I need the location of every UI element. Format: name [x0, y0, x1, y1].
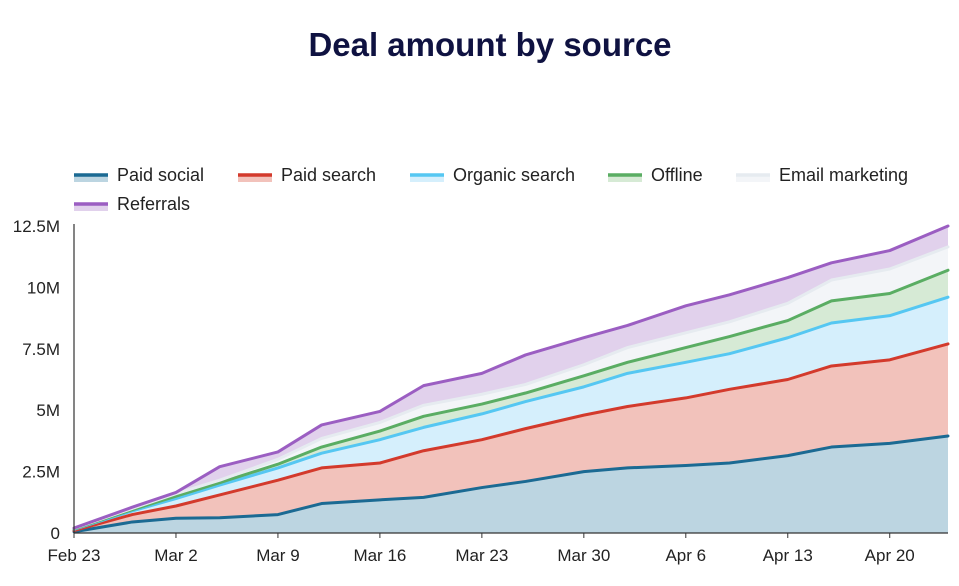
legend-label: Organic search	[453, 165, 575, 185]
legend-swatch-fill	[238, 175, 272, 182]
legend-swatch-fill	[74, 175, 108, 182]
y-tick-label: 7.5M	[22, 340, 60, 359]
line-organic-search	[72, 295, 950, 531]
line-referrals	[72, 224, 950, 530]
line-paid-search	[72, 342, 950, 533]
legend-label: Offline	[651, 165, 703, 185]
legend-item-email-marketing[interactable]: Email marketing	[736, 165, 908, 185]
area-referrals	[74, 226, 948, 529]
legend-item-referrals[interactable]: Referrals	[74, 194, 190, 214]
legend-swatch-fill	[736, 175, 770, 182]
x-tick-label: Mar 9	[256, 546, 299, 565]
line-email-marketing	[72, 245, 950, 530]
y-tick-label: 2.5M	[22, 463, 60, 482]
x-tick-label: Apr 13	[763, 546, 813, 565]
legend-swatch-fill	[608, 175, 642, 182]
area-paid-search	[74, 343, 948, 532]
x-tick-label: Mar 23	[455, 546, 508, 565]
legend-item-paid-search[interactable]: Paid search	[238, 165, 376, 185]
axes-layer: 0 2.5M 5M 7.5M 10M 12.5M Feb 23 Mar 2 Mar 9 Mar 1…	[13, 217, 948, 565]
legend-swatch-fill	[74, 204, 108, 211]
y-tick-label: 0	[51, 524, 60, 543]
legend-label: Email marketing	[779, 165, 908, 185]
x-tick-label: Apr 20	[865, 546, 915, 565]
y-tick-label: 5M	[36, 401, 60, 420]
legend-item-offline[interactable]: Offline	[608, 165, 703, 185]
line-offline	[72, 268, 950, 531]
legend-label: Paid social	[117, 165, 204, 185]
y-tick-label: 10M	[27, 278, 60, 297]
x-tick-label: Mar 2	[154, 546, 197, 565]
legend-item-organic-search[interactable]: Organic search	[410, 165, 575, 185]
legend-swatch-fill	[410, 175, 444, 182]
legend-label: Referrals	[117, 194, 190, 214]
legend-label: Paid search	[281, 165, 376, 185]
x-tick-label: Apr 6	[665, 546, 706, 565]
area-organic-search	[74, 297, 948, 531]
line-paid-social	[72, 434, 950, 534]
area-offline	[74, 270, 948, 530]
chart-title: Deal amount by source	[308, 26, 672, 63]
x-tick-label: Feb 23	[48, 546, 101, 565]
x-tick-label: Mar 30	[557, 546, 610, 565]
legend: Paid social Paid search Organic search Offl…	[74, 165, 908, 214]
x-tick-label: Mar 16	[353, 546, 406, 565]
line-layer	[72, 224, 950, 534]
legend-item-paid-social[interactable]: Paid social	[74, 165, 204, 185]
y-tick-label: 12.5M	[13, 217, 60, 236]
